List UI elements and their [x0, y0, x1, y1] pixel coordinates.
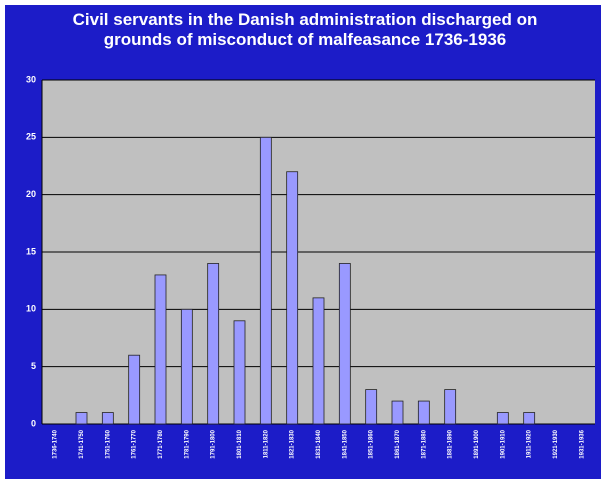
chart-title: Civil servants in the Danish administrat… — [72, 10, 538, 49]
x-tick-label: 1811-1820 — [263, 429, 269, 458]
y-tick-label: 20 — [26, 189, 36, 199]
bar — [417, 400, 430, 425]
x-tick-label: 1911-1920 — [527, 429, 533, 458]
y-tick-label: 5 — [31, 361, 36, 371]
x-tick-label: 1851-1860 — [369, 429, 375, 458]
bar — [75, 412, 88, 425]
y-tick-label: 15 — [26, 246, 36, 256]
x-tick-label: 1741-1750 — [79, 429, 85, 458]
x-tick-label: 1871-1880 — [421, 429, 427, 458]
bar — [286, 171, 299, 425]
x-tick-label: 1921-1930 — [553, 429, 559, 458]
x-tick-label: 1771-1780 — [158, 429, 164, 458]
bar — [496, 412, 509, 425]
bar — [101, 412, 114, 425]
bar — [312, 297, 325, 425]
y-tick-label: 30 — [26, 74, 36, 84]
x-tick-label: 1801-1810 — [237, 429, 243, 458]
bar — [128, 354, 141, 425]
y-tick-label: 0 — [31, 418, 36, 428]
bar — [523, 412, 536, 425]
x-tick-label: 1861-1870 — [395, 429, 401, 458]
x-tick-label: 1831-1840 — [316, 429, 322, 458]
y-tick-label: 25 — [26, 132, 36, 142]
x-tick-label: 1841-1850 — [342, 429, 348, 458]
x-tick-label: 1781-1790 — [184, 429, 190, 458]
bar — [154, 274, 167, 425]
x-tick-label: 1821-1830 — [290, 429, 296, 458]
bar — [338, 263, 351, 425]
bar — [391, 400, 404, 425]
bar — [444, 389, 457, 425]
x-tick-label: 1761-1770 — [132, 429, 138, 458]
x-tick-label: 1791-1800 — [211, 429, 217, 458]
y-tick-label: 10 — [26, 304, 36, 314]
x-tick-label: 1901-1910 — [500, 429, 506, 458]
x-tick-label: 1881-1890 — [448, 429, 454, 458]
x-tick-label: 1931-1936 — [579, 429, 585, 458]
bar — [207, 263, 220, 425]
bar — [180, 308, 193, 425]
x-tick-label: 1736-1740 — [53, 429, 59, 458]
bar — [233, 320, 246, 425]
bar — [259, 136, 272, 425]
x-tick-label: 1891-1900 — [474, 429, 480, 458]
x-tick-label: 1751-1760 — [105, 429, 111, 458]
bar — [365, 389, 378, 425]
